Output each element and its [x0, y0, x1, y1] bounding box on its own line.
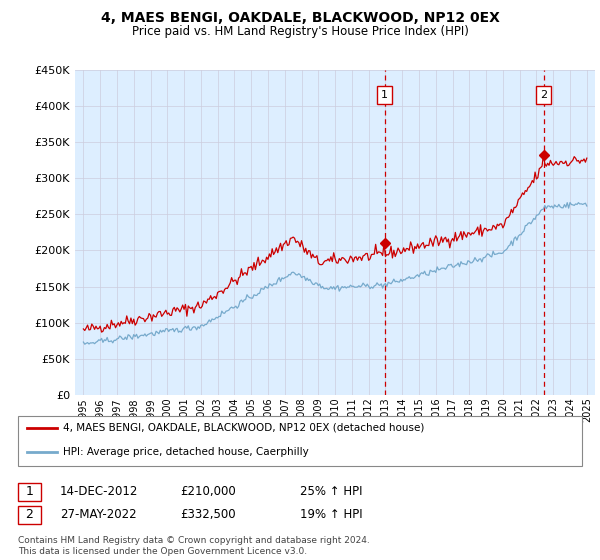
Text: Contains HM Land Registry data © Crown copyright and database right 2024.
This d: Contains HM Land Registry data © Crown c… [18, 536, 370, 556]
Text: 27-MAY-2022: 27-MAY-2022 [60, 508, 137, 521]
Text: £332,500: £332,500 [180, 508, 236, 521]
Text: 4, MAES BENGI, OAKDALE, BLACKWOOD, NP12 0EX (detached house): 4, MAES BENGI, OAKDALE, BLACKWOOD, NP12 … [63, 423, 424, 433]
Text: £210,000: £210,000 [180, 485, 236, 498]
Text: HPI: Average price, detached house, Caerphilly: HPI: Average price, detached house, Caer… [63, 447, 309, 457]
Text: 2: 2 [25, 508, 34, 521]
Text: 1: 1 [25, 485, 34, 498]
Text: 2: 2 [540, 90, 547, 100]
Text: 1: 1 [381, 90, 388, 100]
Text: 19% ↑ HPI: 19% ↑ HPI [300, 508, 362, 521]
Text: 14-DEC-2012: 14-DEC-2012 [60, 485, 139, 498]
Text: 25% ↑ HPI: 25% ↑ HPI [300, 485, 362, 498]
Text: 4, MAES BENGI, OAKDALE, BLACKWOOD, NP12 0EX: 4, MAES BENGI, OAKDALE, BLACKWOOD, NP12 … [101, 11, 499, 25]
Text: Price paid vs. HM Land Registry's House Price Index (HPI): Price paid vs. HM Land Registry's House … [131, 25, 469, 38]
